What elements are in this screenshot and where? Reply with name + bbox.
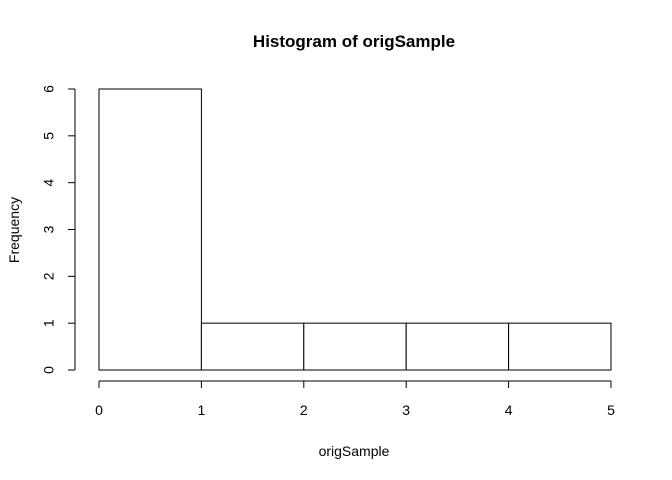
histogram-bar-4 (405, 322, 510, 371)
histogram-bar-3 (303, 322, 407, 371)
chart-title: Histogram of origSample (253, 32, 455, 51)
y-tick-label: 3 (41, 225, 57, 233)
x-tick-label: 4 (505, 402, 513, 418)
x-tick-label: 0 (95, 402, 103, 418)
y-axis: 0 1 2 3 4 5 6 (41, 85, 76, 374)
histogram-bar-1 (98, 88, 202, 371)
x-axis: 0 1 2 3 4 5 (95, 380, 615, 418)
y-tick-label: 6 (41, 85, 57, 93)
x-tick-label: 2 (300, 402, 308, 418)
bars-group (98, 88, 612, 371)
y-tick-label: 2 (41, 272, 57, 280)
y-tick-label: 5 (41, 132, 57, 140)
histogram-bar-5 (508, 322, 612, 371)
x-axis-label: origSample (319, 443, 390, 459)
y-axis-label: Frequency (6, 197, 22, 263)
y-tick-label: 0 (41, 366, 57, 374)
y-tick-label: 1 (41, 319, 57, 327)
x-tick-label: 3 (402, 402, 410, 418)
x-tick-label: 1 (198, 402, 206, 418)
y-tick-label: 4 (41, 179, 57, 187)
histogram-bar-2 (200, 322, 305, 371)
x-tick-label: 5 (607, 402, 615, 418)
